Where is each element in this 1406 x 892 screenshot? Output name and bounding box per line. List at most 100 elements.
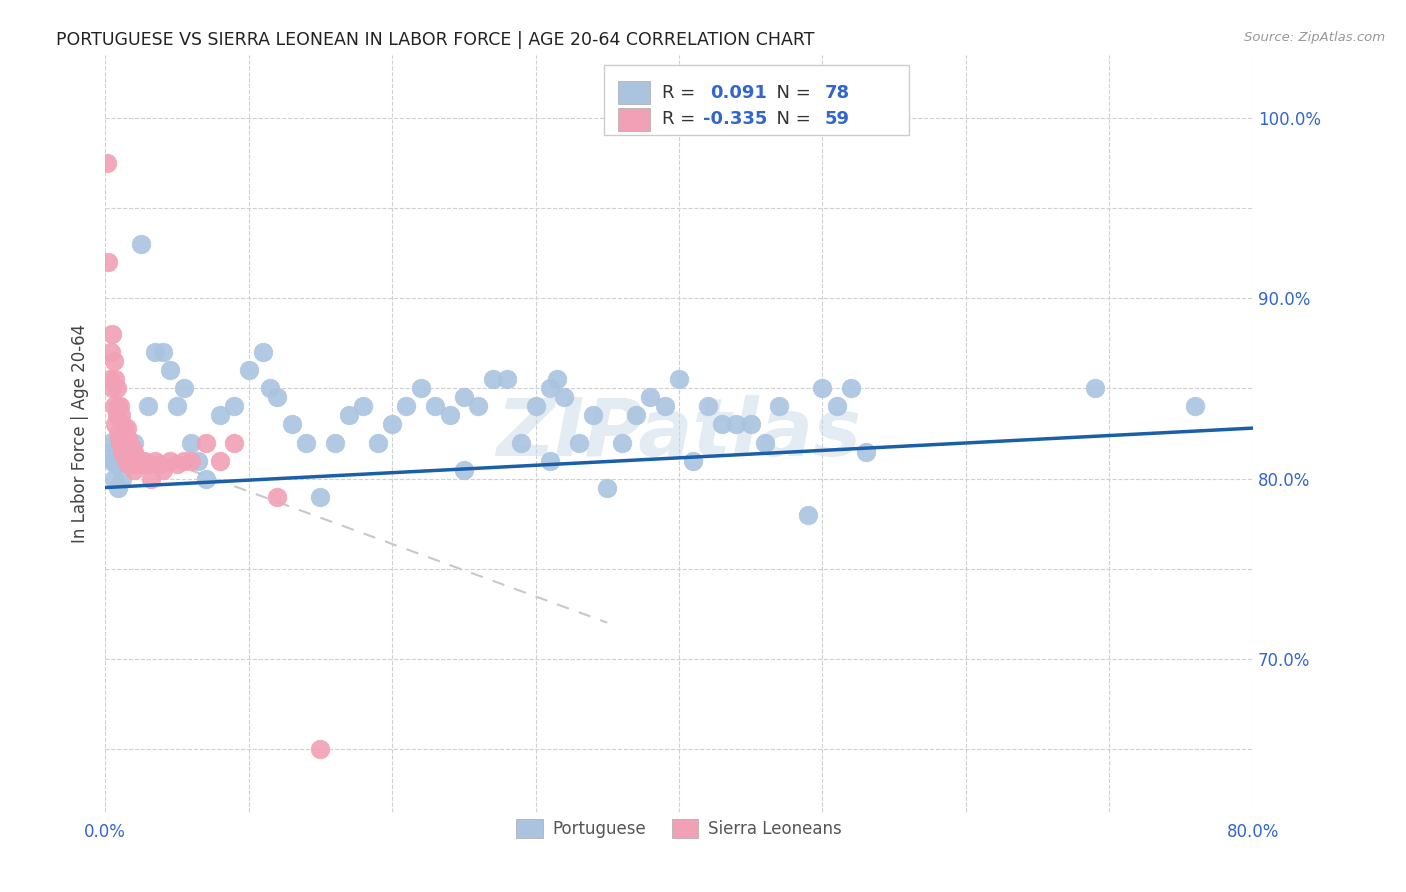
Point (166, 457, 188, 471)
Point (108, 435, 131, 450)
Point (111, 417, 134, 432)
Point (187, 453, 209, 467)
Point (101, 327, 124, 342)
Point (711, 417, 734, 432)
Point (224, 400, 246, 414)
Point (596, 481, 619, 495)
Point (128, 453, 150, 467)
Point (439, 409, 461, 423)
Point (134, 457, 156, 471)
Point (453, 462, 475, 476)
Point (103, 400, 125, 414)
Point (131, 457, 153, 471)
Point (453, 391, 475, 405)
Point (682, 453, 704, 467)
Point (194, 471, 217, 485)
Point (266, 490, 288, 504)
Point (640, 391, 662, 405)
Point (105, 450, 128, 464)
Point (538, 381, 561, 395)
Point (121, 444, 143, 458)
Text: R =: R = (662, 111, 700, 128)
Point (122, 444, 145, 458)
Point (108, 426, 131, 441)
Point (125, 453, 148, 467)
Point (145, 453, 167, 467)
Text: ZIPatlas: ZIPatlas (496, 394, 862, 473)
Point (98, 372, 121, 386)
Point (114, 426, 136, 441)
Point (101, 381, 124, 395)
Point (129, 237, 152, 252)
Point (127, 457, 149, 471)
Point (120, 444, 142, 458)
Point (825, 400, 848, 414)
Point (754, 435, 776, 450)
Point (395, 400, 418, 414)
Text: -0.335: -0.335 (703, 111, 768, 128)
Point (97, 255, 120, 269)
Point (114, 450, 136, 464)
Point (166, 400, 188, 414)
Point (114, 435, 136, 450)
Point (152, 345, 174, 359)
Legend: Portuguese, Sierra Leoneans: Portuguese, Sierra Leoneans (509, 813, 849, 845)
Point (124, 450, 146, 464)
Point (105, 409, 128, 423)
Point (309, 741, 332, 756)
Point (668, 372, 690, 386)
Point (159, 363, 181, 377)
Point (111, 471, 134, 485)
Point (112, 421, 135, 435)
Point (139, 471, 162, 485)
Point (104, 417, 127, 432)
Point (108, 400, 131, 414)
Point (1084, 381, 1107, 395)
Text: PORTUGUESE VS SIERRA LEONEAN IN LABOR FORCE | AGE 20-64 CORRELATION CHART: PORTUGUESE VS SIERRA LEONEAN IN LABOR FO… (56, 31, 814, 49)
Point (855, 444, 877, 458)
Point (96, 156, 118, 170)
Point (149, 457, 172, 471)
Point (740, 417, 762, 432)
Point (112, 444, 135, 458)
Text: N =: N = (765, 111, 817, 128)
Point (624, 409, 647, 423)
Text: 0.091: 0.091 (710, 84, 766, 102)
Point (280, 417, 302, 432)
Point (173, 381, 195, 395)
Text: 78: 78 (825, 84, 849, 102)
Point (467, 400, 489, 414)
Point (381, 831, 404, 846)
Point (115, 421, 138, 435)
Point (309, 490, 332, 504)
Point (152, 462, 174, 476)
Point (117, 457, 139, 471)
Point (101, 453, 124, 467)
Point (136, 457, 159, 471)
Point (132, 453, 155, 467)
Point (104, 457, 127, 471)
Point (496, 372, 519, 386)
Point (259, 381, 281, 395)
Point (107, 426, 129, 441)
Point (104, 372, 127, 386)
Point (173, 453, 195, 467)
Point (98, 435, 121, 450)
Point (107, 400, 129, 414)
Point (352, 400, 374, 414)
Point (100, 444, 122, 458)
Point (337, 409, 360, 423)
Point (122, 462, 145, 476)
Y-axis label: In Labor Force | Age 20-64: In Labor Force | Age 20-64 (72, 324, 89, 543)
Point (208, 453, 231, 467)
Point (409, 381, 432, 395)
FancyBboxPatch shape (619, 81, 651, 104)
Point (121, 457, 143, 471)
Point (129, 453, 152, 467)
Point (1184, 400, 1206, 414)
Point (323, 435, 346, 450)
Point (295, 435, 318, 450)
Point (208, 409, 231, 423)
Point (145, 345, 167, 359)
Point (103, 354, 125, 368)
